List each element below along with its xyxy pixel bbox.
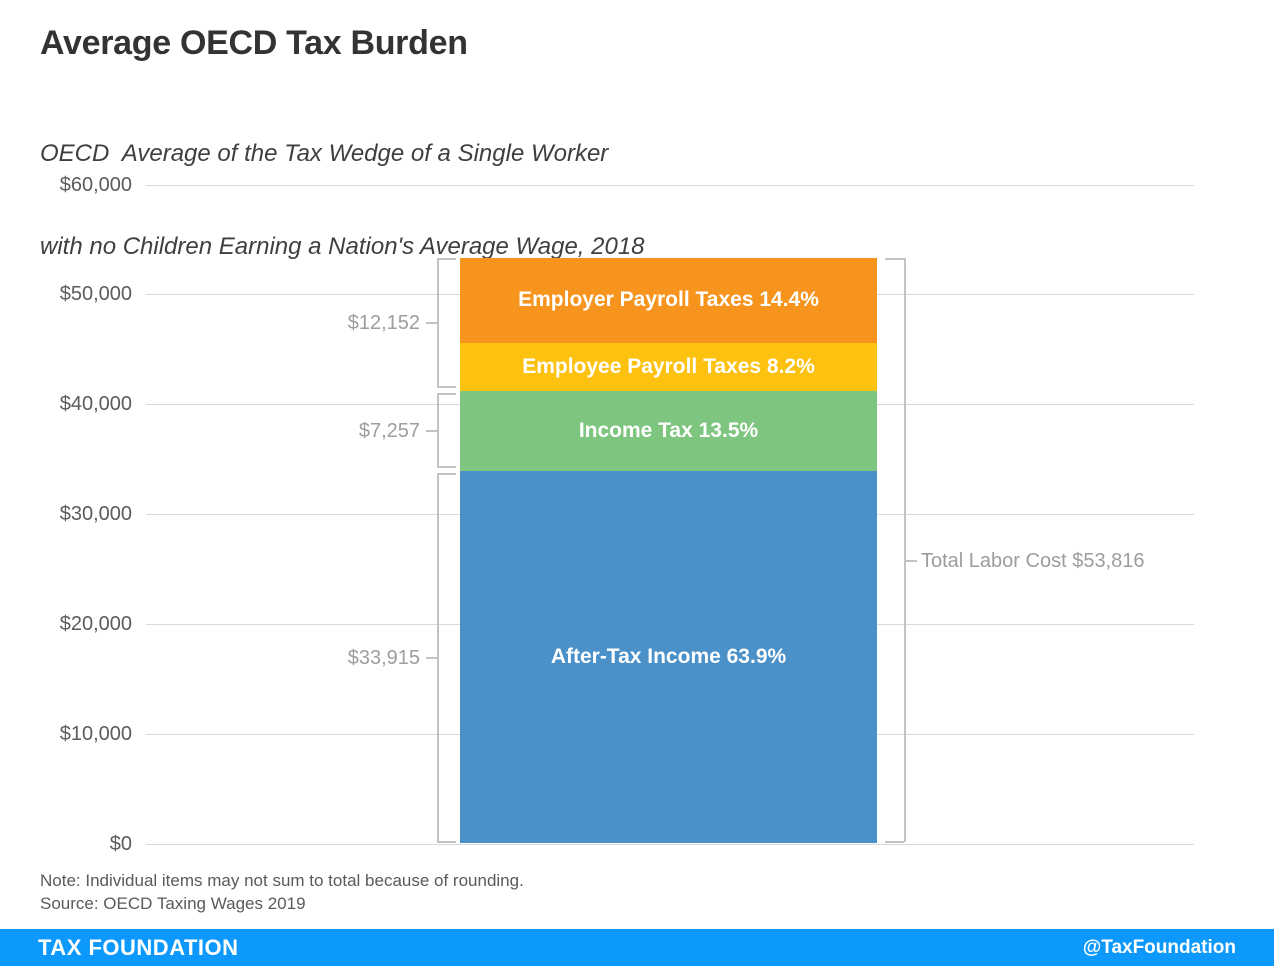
source-text: Source: OECD Taxing Wages 2019: [40, 894, 306, 913]
bracket-tick: [426, 429, 437, 432]
bar-segment-label-employer-payroll-taxes: Employer Payroll Taxes 14.4%: [518, 288, 819, 312]
bracket-label: $12,152: [347, 312, 420, 334]
bracket-tick: [437, 840, 456, 843]
bracket-label: $33,915: [347, 646, 420, 669]
y-axis-label: $10,000: [59, 722, 132, 745]
bracket-tick: [906, 559, 917, 562]
bar-segment-after-tax-income: [460, 471, 877, 844]
bar-segment-label-after-tax-income: After-Tax Income 63.9%: [550, 645, 787, 669]
note-block: Note: Individual items may not sum to to…: [40, 869, 524, 915]
bracket-tick: [437, 473, 456, 475]
bracket-tick: [437, 393, 456, 396]
note-text: Note: Individual items may not sum to to…: [40, 871, 524, 890]
y-axis-label: $60,000: [59, 173, 132, 196]
bracket-line: [904, 257, 906, 843]
bar-segment-employer-payroll-taxes: [460, 257, 877, 343]
bracket-tick: [426, 322, 437, 324]
page-title: Average OECD Tax Burden: [40, 24, 468, 62]
y-axis-label: $0: [109, 832, 132, 855]
y-axis-label: $20,000: [59, 612, 132, 635]
bar-segment-employee-payroll-taxes: [460, 342, 877, 392]
footer-bar: TAX FOUNDATION @TaxFoundation: [0, 929, 1274, 966]
bracket-tick: [885, 840, 904, 843]
bracket-line: [437, 257, 439, 389]
bar-segment-label-income-tax: Income Tax 13.5%: [578, 419, 759, 443]
chart-subtitle-line: with no Children Earning a Nation's Aver…: [40, 233, 645, 260]
y-axis-label: $30,000: [59, 503, 132, 525]
y-axis-label: $40,000: [59, 393, 132, 416]
bracket-tick: [437, 257, 456, 260]
bracket-tick: [426, 656, 437, 659]
bar-segment-income-tax: [460, 391, 877, 471]
gridline: [146, 184, 1194, 186]
chart-subtitle: OECD Average of the Tax Wedge of a Singl…: [40, 76, 645, 324]
bracket-tick: [885, 257, 904, 260]
bracket-label: Total Labor Cost $53,816: [921, 549, 1145, 572]
y-axis-label: $50,000: [59, 283, 132, 306]
brand-logo-text: TAX FOUNDATION: [38, 934, 239, 960]
gridline: [146, 843, 1194, 845]
bracket-label: $7,257: [358, 419, 420, 442]
bracket-line: [437, 393, 439, 468]
bracket-tick: [437, 386, 456, 389]
bracket-line: [437, 473, 439, 843]
bar-segment-label-employee-payroll-taxes: Employee Payroll Taxes 8.2%: [522, 355, 815, 379]
chart-subtitle-line: OECD Average of the Tax Wedge of a Singl…: [40, 140, 609, 167]
twitter-handle: @TaxFoundation: [1082, 936, 1236, 958]
bracket-tick: [437, 466, 456, 468]
